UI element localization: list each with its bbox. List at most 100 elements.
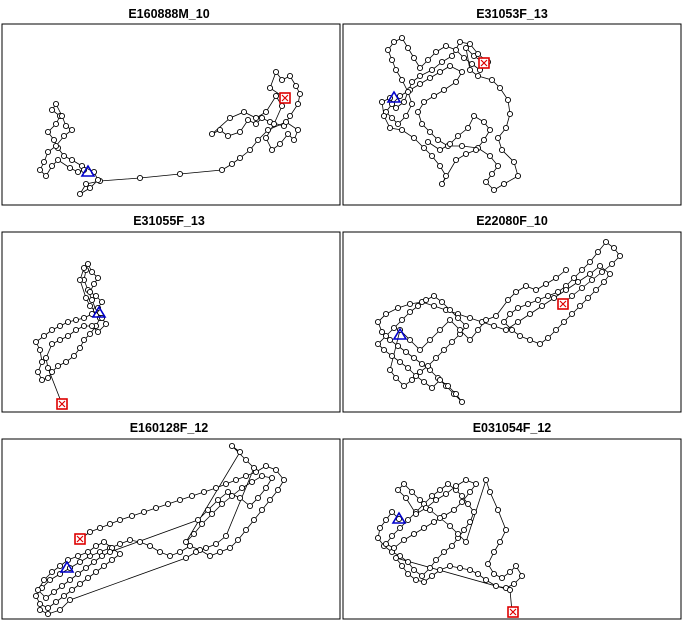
location-point <box>536 340 544 348</box>
location-point <box>426 506 434 514</box>
start-marker <box>386 90 402 103</box>
location-point <box>246 502 254 510</box>
location-point <box>440 346 448 354</box>
location-point <box>94 328 102 336</box>
location-point <box>436 326 444 334</box>
panel-title-1: E160888M_10 <box>128 7 210 21</box>
location-point <box>66 576 74 584</box>
location-point <box>474 326 482 334</box>
location-point <box>234 536 242 544</box>
location-point <box>420 578 428 586</box>
location-point <box>502 526 510 534</box>
location-point <box>192 548 200 556</box>
location-point <box>488 76 496 84</box>
location-point <box>94 176 102 184</box>
location-point <box>418 120 426 128</box>
location-point <box>428 492 436 500</box>
location-point <box>194 516 202 524</box>
location-point <box>258 506 266 514</box>
location-point <box>386 336 394 344</box>
location-point <box>166 552 174 560</box>
location-point <box>228 492 236 500</box>
location-point <box>430 302 438 310</box>
location-point <box>446 140 454 148</box>
location-point <box>462 476 470 484</box>
location-point <box>462 322 470 330</box>
location-point <box>466 488 474 496</box>
location-point <box>274 486 282 494</box>
location-point <box>268 474 276 482</box>
end-marker-cross <box>76 535 84 543</box>
location-point <box>384 46 392 54</box>
location-point <box>458 492 466 500</box>
location-point <box>74 168 82 176</box>
location-point <box>402 494 410 502</box>
location-point <box>32 338 40 346</box>
location-point <box>156 548 164 556</box>
location-point <box>206 552 214 560</box>
location-point <box>398 34 406 42</box>
location-point <box>394 120 402 128</box>
location-point <box>400 98 408 106</box>
location-point <box>466 314 474 322</box>
location-point <box>116 516 124 524</box>
location-point <box>48 340 56 348</box>
location-point <box>602 238 610 246</box>
location-point <box>380 346 388 354</box>
location-point <box>280 476 288 484</box>
location-point <box>386 124 394 132</box>
location-point <box>44 148 52 156</box>
location-point <box>258 472 266 480</box>
location-point <box>408 100 416 108</box>
location-point <box>404 364 412 372</box>
location-point <box>224 132 232 140</box>
location-point <box>42 172 50 180</box>
location-point <box>440 548 448 556</box>
panel-3 <box>1 231 341 413</box>
location-point <box>578 284 586 292</box>
location-point <box>456 326 464 334</box>
location-point <box>404 570 412 578</box>
location-point <box>92 568 100 576</box>
location-point <box>474 50 482 58</box>
location-point <box>182 554 190 562</box>
location-point <box>426 74 434 82</box>
location-point <box>394 486 402 494</box>
location-point <box>390 38 398 46</box>
location-point <box>388 114 396 122</box>
panel-1 <box>1 23 341 206</box>
location-point <box>248 478 256 486</box>
location-point <box>58 582 66 590</box>
location-point <box>378 328 386 336</box>
end-marker-cross <box>480 59 488 67</box>
location-point <box>116 540 124 548</box>
location-point <box>66 596 74 604</box>
location-point <box>524 300 532 308</box>
panel-frame <box>1 231 341 413</box>
location-point <box>452 390 460 398</box>
location-point <box>506 310 514 318</box>
location-point <box>426 564 434 572</box>
location-point <box>456 38 464 46</box>
location-point <box>408 78 416 86</box>
location-point <box>232 476 240 484</box>
location-point <box>262 484 270 492</box>
location-point <box>498 146 506 154</box>
location-point <box>610 244 618 252</box>
location-point <box>514 318 522 326</box>
location-point <box>402 112 410 120</box>
location-point <box>486 488 494 496</box>
location-point <box>516 332 524 340</box>
location-point <box>446 522 454 530</box>
location-point <box>56 336 64 344</box>
location-point <box>442 42 450 50</box>
panel-6 <box>342 438 682 620</box>
location-point <box>472 146 480 154</box>
location-point <box>466 566 474 574</box>
location-point <box>374 534 382 542</box>
location-point <box>436 146 444 154</box>
location-point <box>48 326 56 334</box>
location-point <box>294 126 302 134</box>
location-point <box>36 600 44 608</box>
location-point <box>226 114 234 122</box>
